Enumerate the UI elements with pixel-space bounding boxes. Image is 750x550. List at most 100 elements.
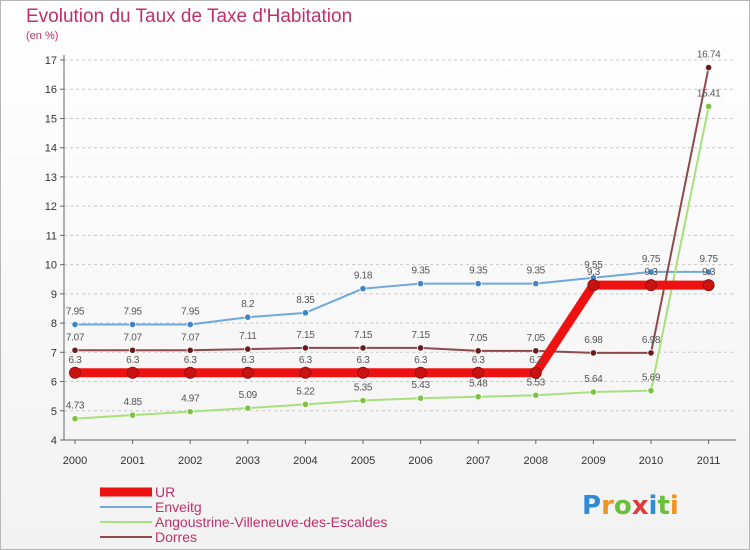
data-label: 6.3	[68, 355, 82, 366]
data-label: 9.35	[411, 266, 430, 277]
x-tick-label: 2007	[466, 455, 490, 467]
data-point	[71, 346, 79, 354]
data-label: 6.98	[584, 335, 603, 346]
data-label: 5.22	[296, 386, 315, 397]
x-tick-label: 2002	[178, 455, 202, 467]
data-point	[299, 366, 312, 379]
data-point	[126, 366, 139, 379]
data-label: 4.85	[123, 397, 142, 408]
data-label: 9.18	[354, 271, 373, 282]
logo-letter: r	[601, 491, 614, 521]
axes-layer	[60, 55, 736, 444]
data-point	[129, 320, 137, 329]
x-tick-label: 2011	[697, 455, 721, 467]
legend: UREnveitgAngoustrine-Villeneuve-des-Esca…	[100, 484, 387, 545]
data-point	[647, 386, 655, 395]
x-tick-label: 2000	[63, 455, 87, 467]
data-point	[244, 345, 252, 353]
data-point	[589, 349, 598, 357]
data-label: 7.07	[123, 332, 142, 343]
data-label: 7.15	[354, 330, 373, 341]
data-label: 5.09	[239, 390, 258, 401]
data-point	[186, 346, 194, 354]
data-label: 7.95	[123, 307, 142, 318]
data-point	[416, 344, 425, 352]
data-label: 6.3	[472, 355, 486, 366]
data-point	[301, 309, 309, 317]
data-label: 7.11	[239, 331, 257, 342]
y-tick-label: 11	[46, 230, 57, 242]
x-tick-label: 2005	[351, 455, 375, 467]
y-tick-label: 15	[45, 113, 57, 125]
data-point	[244, 313, 252, 321]
x-tick-label: 2008	[524, 455, 548, 467]
data-point	[71, 320, 79, 329]
data-label: 5.35	[354, 383, 373, 394]
data-point	[474, 347, 482, 355]
legend-label: Enveitg	[155, 499, 202, 515]
data-label: 6.3	[241, 355, 255, 366]
y-tick-label: 7	[51, 347, 57, 359]
data-point	[645, 279, 657, 292]
data-label: 7.07	[66, 332, 85, 343]
x-tick-label: 2001	[120, 455, 144, 467]
data-label: 9.3	[644, 267, 658, 278]
data-labels: 6.3 6.3 6.3 6.3 6.3 6.3 6.3 6.3 6.3 9.3 9.3 9.3 7.95…	[66, 50, 722, 412]
chart-title: Evolution du Taux de Taxe d'Habitation	[26, 6, 353, 27]
proxiti-logo: Proxiti	[582, 491, 679, 521]
series-line-UR	[70, 280, 714, 378]
data-label: 4.97	[181, 394, 200, 405]
legend-label: UR	[155, 484, 175, 500]
y-tick-label: 17	[45, 55, 57, 67]
logo-letter: t	[657, 491, 670, 521]
data-label: 7.07	[181, 332, 200, 343]
data-label: 6.98	[642, 335, 661, 346]
data-label: 15.41	[697, 88, 721, 99]
data-point	[301, 344, 309, 352]
grid-layer	[64, 59, 736, 412]
data-point	[704, 102, 713, 111]
x-tick-label: 2010	[639, 455, 663, 467]
data-point	[414, 366, 427, 379]
x-tick-label: 2003	[236, 455, 260, 467]
data-point	[472, 366, 485, 379]
data-point	[532, 347, 540, 355]
series-layer	[69, 64, 715, 423]
data-point	[244, 404, 252, 412]
logo-letter: o	[613, 491, 632, 521]
data-point	[129, 346, 137, 354]
data-label: 5.69	[642, 373, 661, 384]
logo-letter: x	[631, 491, 649, 521]
data-point	[416, 280, 425, 288]
data-label: 7.15	[296, 330, 315, 341]
data-point	[647, 268, 655, 276]
data-label: 6.3	[126, 355, 140, 366]
series-line-Dorres	[74, 66, 710, 354]
data-label: 5.43	[411, 380, 430, 391]
y-tick-label: 8	[51, 318, 57, 330]
data-point	[186, 320, 194, 329]
data-label: 6.3	[529, 355, 543, 366]
data-label: 6.3	[356, 355, 370, 366]
y-tick-label: 10	[45, 260, 57, 272]
logo-letter: i	[669, 491, 679, 521]
data-label: 7.05	[527, 333, 546, 344]
data-point	[474, 280, 482, 288]
data-label: 9.75	[642, 254, 661, 265]
data-label: 7.05	[469, 333, 488, 344]
data-point	[69, 366, 81, 379]
data-point	[529, 366, 542, 379]
data-label: 16.74	[697, 50, 721, 61]
data-label: 9.3	[587, 267, 601, 278]
data-label: 9.55	[584, 260, 603, 271]
legend-label: Angoustrine-Villeneuve-des-Escaldes	[155, 514, 387, 530]
data-label: 6.3	[299, 355, 313, 366]
data-point	[532, 391, 540, 399]
y-tick-label: 14	[45, 143, 57, 155]
series-line-Angoustrine-Villeneuve-des-Escaldes	[74, 105, 710, 420]
x-tick-label: 2004	[293, 455, 317, 467]
data-point	[647, 349, 655, 357]
data-label: 9.35	[527, 266, 546, 277]
x-tick-label: 2006	[408, 455, 432, 467]
y-tick-label: 6	[51, 377, 57, 389]
